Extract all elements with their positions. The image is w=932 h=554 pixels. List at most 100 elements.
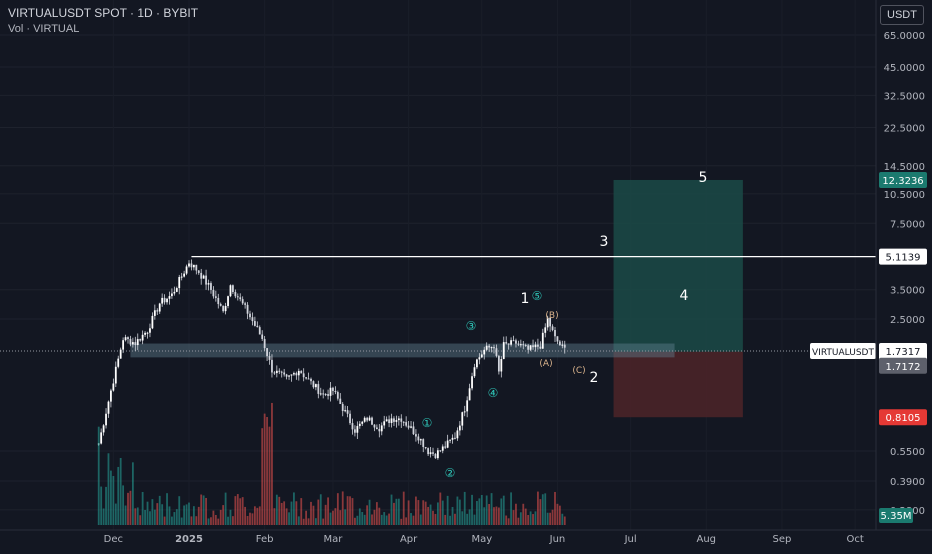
- candle-body: [527, 345, 530, 350]
- candle-body: [361, 421, 364, 424]
- volume-bar: [253, 506, 256, 525]
- volume-bar: [490, 493, 493, 525]
- volume-bar: [380, 514, 383, 525]
- volume-bar: [232, 516, 234, 525]
- candle-body: [466, 400, 469, 412]
- candle-body: [393, 418, 395, 422]
- volume-bar: [405, 517, 408, 525]
- volume-bar: [256, 507, 259, 525]
- candle-body: [368, 417, 371, 421]
- volume-bar: [400, 518, 403, 525]
- price-tick-label: 22.5000: [884, 123, 925, 134]
- volume-bar: [278, 496, 281, 525]
- volume-bar: [546, 512, 549, 525]
- candle-body: [500, 359, 503, 372]
- price-tick-label: 65.0000: [884, 31, 925, 42]
- candle-body: [405, 422, 408, 426]
- candle-body: [183, 273, 186, 277]
- volume-bar: [244, 506, 247, 525]
- candle-body: [166, 298, 168, 303]
- volume-bar: [544, 493, 547, 525]
- volume-bar: [441, 500, 444, 525]
- candle-body: [175, 288, 178, 292]
- volume-bar: [197, 506, 200, 525]
- candle-body: [415, 434, 417, 437]
- volume-bar: [373, 509, 376, 525]
- candle-body: [400, 418, 403, 422]
- correction-label-c: (C): [572, 366, 585, 376]
- currency-button[interactable]: USDT: [880, 5, 924, 25]
- candle-body: [110, 390, 112, 402]
- volume-bar: [417, 500, 420, 525]
- volume-bar: [217, 518, 220, 525]
- candle-body: [136, 339, 139, 346]
- volume-bar: [519, 512, 522, 525]
- candle-body: [134, 342, 137, 346]
- volume-bar: [488, 503, 491, 525]
- volume-bar: [427, 506, 430, 525]
- volume-bar: [178, 496, 181, 525]
- candle-body: [461, 412, 464, 426]
- candle-body: [390, 418, 393, 423]
- candle-body: [451, 437, 454, 440]
- candle-body: [217, 297, 220, 305]
- candle-body: [107, 401, 110, 414]
- volume-bar: [402, 491, 405, 525]
- volume-bar: [202, 495, 205, 525]
- volume-bar: [341, 491, 344, 525]
- volume-badge: 5.35M: [881, 511, 912, 522]
- time-tick-label: Feb: [256, 534, 274, 545]
- candle-body: [114, 366, 117, 384]
- candle-body: [473, 367, 476, 377]
- volume-bar: [214, 514, 217, 525]
- candle-body: [105, 413, 107, 426]
- time-tick-label: Jul: [624, 534, 637, 545]
- candle-body: [314, 384, 317, 388]
- volume-bar: [539, 499, 542, 525]
- target-price-badge-bg: [879, 171, 927, 188]
- candle-body: [515, 340, 517, 344]
- volume-bar: [239, 498, 242, 525]
- candle-body: [412, 426, 415, 435]
- candle-body: [180, 276, 183, 278]
- candle-body: [100, 432, 103, 444]
- candle-body: [549, 317, 552, 327]
- volume-bar: [361, 511, 364, 525]
- candle-body: [534, 344, 537, 348]
- candle-body: [519, 344, 522, 346]
- volume-bar: [556, 503, 559, 525]
- volume-bar: [144, 510, 146, 525]
- volume-bar: [329, 512, 332, 525]
- candle-body: [236, 296, 239, 298]
- candle-body: [366, 417, 369, 421]
- candle-body: [358, 423, 361, 427]
- volume-bar: [119, 457, 122, 525]
- volume-bar: [476, 501, 478, 525]
- candle-body: [495, 348, 498, 356]
- candle-body: [273, 372, 276, 374]
- candle-body: [329, 387, 332, 396]
- volume-bar: [266, 416, 268, 525]
- volume-bar: [149, 511, 151, 525]
- candle-body: [490, 347, 493, 349]
- entry-price-bg: [879, 357, 927, 374]
- volume-bar: [192, 506, 195, 525]
- volume-bar: [356, 515, 359, 525]
- volume-bar: [449, 515, 451, 525]
- volume-bar: [375, 502, 378, 525]
- candle-body: [163, 297, 166, 303]
- candle-body: [146, 332, 149, 334]
- volume-bar: [368, 499, 371, 525]
- price-tick-label: 10.5000: [884, 190, 925, 201]
- wave-label-3: 3: [600, 234, 609, 250]
- volume-bar: [275, 494, 278, 525]
- candle-body: [312, 381, 315, 388]
- candle-body: [556, 336, 559, 342]
- volume-bar: [180, 517, 183, 525]
- candle-body: [219, 304, 222, 306]
- candle-body: [541, 332, 544, 349]
- volume-bar: [339, 510, 342, 525]
- candle-body: [271, 359, 273, 373]
